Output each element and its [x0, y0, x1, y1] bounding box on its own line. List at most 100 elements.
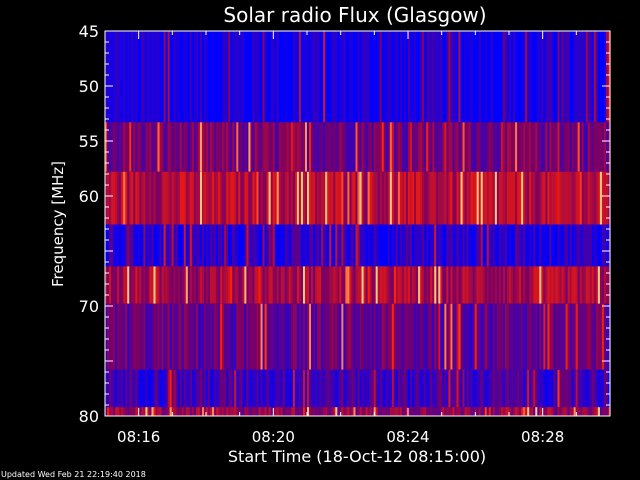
spectrogram-column [143, 31, 146, 123]
spectrogram-column [430, 407, 433, 416]
spectrogram-column [226, 171, 229, 225]
spectrogram-column [159, 31, 163, 123]
spectrogram-column [339, 31, 342, 123]
spectrogram-column [405, 224, 409, 267]
spectrogram-column [276, 369, 280, 408]
spectrogram-column [513, 266, 516, 304]
spectrogram-column [224, 31, 227, 123]
spectrogram-column [523, 122, 526, 172]
spectrogram-column [111, 407, 114, 416]
y-tick-label: 80 [79, 407, 99, 426]
spectrogram-column [385, 31, 389, 123]
spectrogram-column [357, 224, 361, 267]
spectrogram-column [553, 171, 557, 225]
spectrogram-column [523, 171, 526, 225]
spectrogram-column [371, 407, 375, 416]
spectrogram-column [260, 407, 264, 416]
spectrogram-column [418, 171, 421, 225]
spectrogram-column [373, 369, 377, 408]
spectrogram-column [345, 369, 348, 408]
spectrogram-column [587, 122, 591, 172]
spectrogram-column [577, 303, 581, 370]
spectrogram-column [537, 266, 540, 304]
spectrogram-column [595, 303, 599, 370]
spectrogram-column [319, 303, 322, 370]
spectrogram-column [167, 303, 171, 370]
spectrogram-column [167, 31, 171, 123]
spectrogram-column [506, 266, 510, 304]
spectrogram-column [272, 303, 276, 370]
spectrogram-column [276, 303, 280, 370]
spectrogram-column [603, 303, 607, 370]
spectrogram-column [537, 224, 540, 267]
spectrogram-column [359, 303, 363, 370]
spectrogram-column [268, 407, 272, 416]
spectrogram-column [272, 407, 276, 416]
spectrogram-column [187, 266, 191, 304]
spectrogram-column [133, 407, 136, 416]
spectrogram-column [371, 122, 375, 172]
spectrogram-column [242, 31, 245, 123]
spectrogram-column [371, 31, 375, 123]
spectrogram-column [385, 122, 389, 172]
spectrogram-column [311, 171, 314, 225]
spectrogram-column [125, 31, 128, 123]
spectrogram-column [167, 171, 171, 225]
spectrogram-column [399, 31, 403, 123]
spectrogram-column [210, 122, 213, 172]
spectrogram-column [389, 407, 393, 416]
spectrogram-column [519, 224, 522, 267]
spectrogram-column [317, 407, 320, 416]
spectrogram-column [218, 407, 221, 416]
spectrogram-column [177, 369, 181, 408]
spectrogram-column [343, 407, 346, 416]
spectrogram-column [169, 266, 173, 304]
spectrogram-column [187, 303, 191, 370]
spectrogram-column [567, 31, 571, 123]
spectrogram-column [313, 171, 316, 225]
spectrogram-column [543, 369, 546, 408]
spectrogram-column [143, 171, 146, 225]
spectrogram-column [424, 122, 427, 172]
spectrogram-column [442, 224, 445, 267]
spectrogram-column [393, 31, 397, 123]
spectrogram-column [389, 31, 393, 123]
spectrogram-column [464, 122, 468, 172]
spectrogram-column [395, 407, 399, 416]
spectrogram-column [193, 171, 197, 225]
spectrogram-column [246, 407, 250, 416]
spectrogram-column [242, 266, 245, 304]
spectrogram-column [539, 31, 542, 123]
spectrogram-column [228, 171, 231, 225]
spectrogram-column [323, 171, 326, 225]
spectrogram-column [309, 266, 312, 304]
spectrogram-column [353, 171, 357, 225]
spectrogram-column [436, 407, 439, 416]
spectrogram-column [438, 303, 441, 370]
spectrogram-column [109, 369, 112, 408]
spectrogram-column [480, 171, 484, 225]
spectrogram-column [272, 171, 276, 225]
spectrogram-column [147, 171, 151, 225]
spectrogram-column [511, 369, 514, 408]
spectrogram-column [502, 31, 506, 123]
spectrogram-column [228, 122, 231, 172]
spectrogram-column [422, 369, 425, 408]
spectrogram-column [462, 122, 466, 172]
spectrogram-column [357, 122, 361, 172]
spectrogram-column [401, 266, 405, 304]
spectrogram-column [551, 122, 555, 172]
spectrogram-column [547, 303, 550, 370]
spectrogram-column [414, 31, 417, 123]
spectrogram-column [296, 171, 300, 225]
spectrogram-column [367, 122, 371, 172]
spectrogram-column [165, 122, 169, 172]
spectrogram-column [593, 122, 597, 172]
spectrogram-column [478, 224, 482, 267]
spectrogram-column [545, 31, 548, 123]
spectrogram-column [555, 31, 559, 123]
spectrogram-column [464, 31, 468, 123]
spectrogram-column [470, 407, 474, 416]
spectrogram-column [250, 31, 254, 123]
